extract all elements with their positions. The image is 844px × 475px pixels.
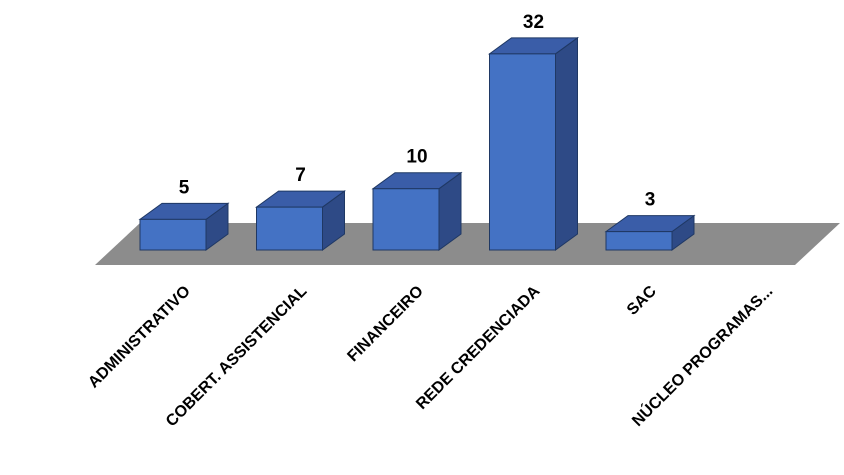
bar-front-face: [372, 188, 440, 251]
category-label: FINANCEIRO: [344, 283, 426, 365]
data-label: 7: [295, 165, 306, 186]
category-label: ADMINISTRATIVO: [85, 283, 194, 392]
bar-front-face: [256, 206, 323, 251]
bar-front-face: [605, 231, 673, 251]
data-label: 10: [406, 147, 427, 168]
data-label: 32: [523, 12, 544, 33]
bar-group: [138, 36, 696, 251]
category-label: COBERT. ASSISTENCIAL: [163, 283, 311, 431]
bar-front-face: [489, 53, 556, 251]
bar-side-face: [555, 36, 578, 251]
category-label: REDE CREDENCIADA: [413, 282, 544, 413]
data-label: 3: [645, 190, 656, 211]
data-label: 5: [179, 177, 190, 198]
bar-2: [254, 190, 347, 251]
category-label: SAC: [624, 282, 660, 318]
bar-front-face: [139, 218, 207, 251]
bar-3: [371, 171, 463, 251]
bar-1: [138, 202, 230, 251]
value-label-group: 5 7 10 32 3: [179, 12, 656, 211]
bar-4: [487, 36, 580, 251]
bar-5: [604, 214, 696, 251]
